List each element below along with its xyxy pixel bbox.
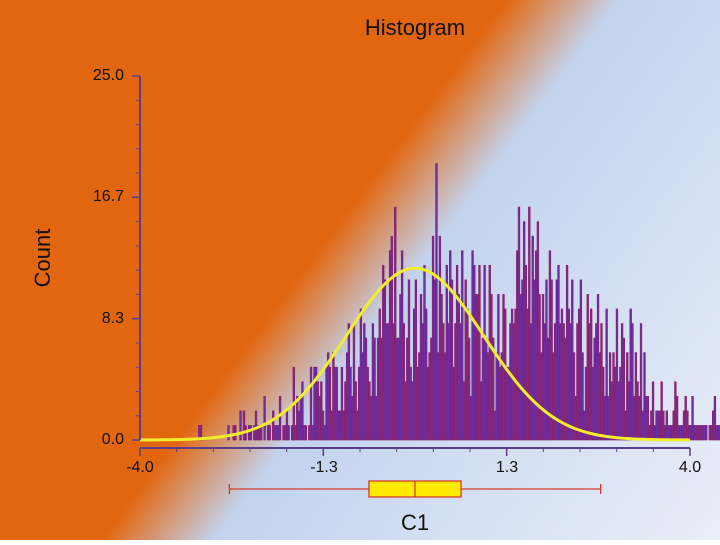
histogram-bar xyxy=(414,279,418,441)
histogram-bar xyxy=(450,279,454,441)
histogram-bar xyxy=(492,337,495,441)
x-tick-label-3: 4.0 xyxy=(679,459,701,476)
histogram-bar xyxy=(309,366,313,441)
normal-fit-curve xyxy=(139,266,691,442)
histogram-bar xyxy=(373,337,376,441)
histogram-bar xyxy=(581,352,584,441)
x-tick-label-2: 1.3 xyxy=(496,459,518,476)
histogram-bar xyxy=(335,366,338,441)
histogram-bar xyxy=(615,308,619,441)
histogram-bar xyxy=(394,206,397,441)
histogram-bar xyxy=(227,425,230,441)
histogram-bar xyxy=(249,425,253,441)
histogram-bar xyxy=(467,337,471,441)
histogram-bar xyxy=(268,425,271,441)
histogram-bar xyxy=(605,308,608,441)
y-tick-label-2: 16.7 xyxy=(93,188,124,205)
y-tick-label-0: 0.0 xyxy=(102,431,124,448)
histogram-bars xyxy=(198,163,720,441)
x-tick-label-0: -4.0 xyxy=(126,459,154,476)
y-axis-label: Count xyxy=(30,229,55,288)
histogram-bar xyxy=(263,396,266,441)
y-tick-label-3: 25.0 xyxy=(93,67,124,84)
histogram-bar xyxy=(287,425,290,441)
histogram-bar xyxy=(461,250,464,441)
histogram-bar xyxy=(691,396,694,441)
histogram-bar xyxy=(278,396,282,441)
y-tick-label-1: 8.3 xyxy=(102,310,124,327)
x-tick-label-1: -1.3 xyxy=(310,459,338,476)
y-ticks xyxy=(132,75,140,441)
histogram-bar xyxy=(407,279,411,441)
histogram-bar xyxy=(705,425,708,441)
histogram-bar xyxy=(239,410,242,441)
x-ticks xyxy=(139,448,691,456)
histogram-bar xyxy=(301,381,304,441)
x-axis-label: C1 xyxy=(401,510,429,535)
histogram-bar xyxy=(340,366,344,441)
histogram-bar xyxy=(622,337,625,441)
boxplot xyxy=(228,480,602,498)
histogram-bar xyxy=(713,396,717,441)
histogram-bar xyxy=(304,425,308,441)
histogram-bar xyxy=(435,163,438,441)
chart-title: Histogram xyxy=(365,15,465,40)
histogram-bar xyxy=(328,366,332,441)
histogram-bar xyxy=(478,264,481,441)
